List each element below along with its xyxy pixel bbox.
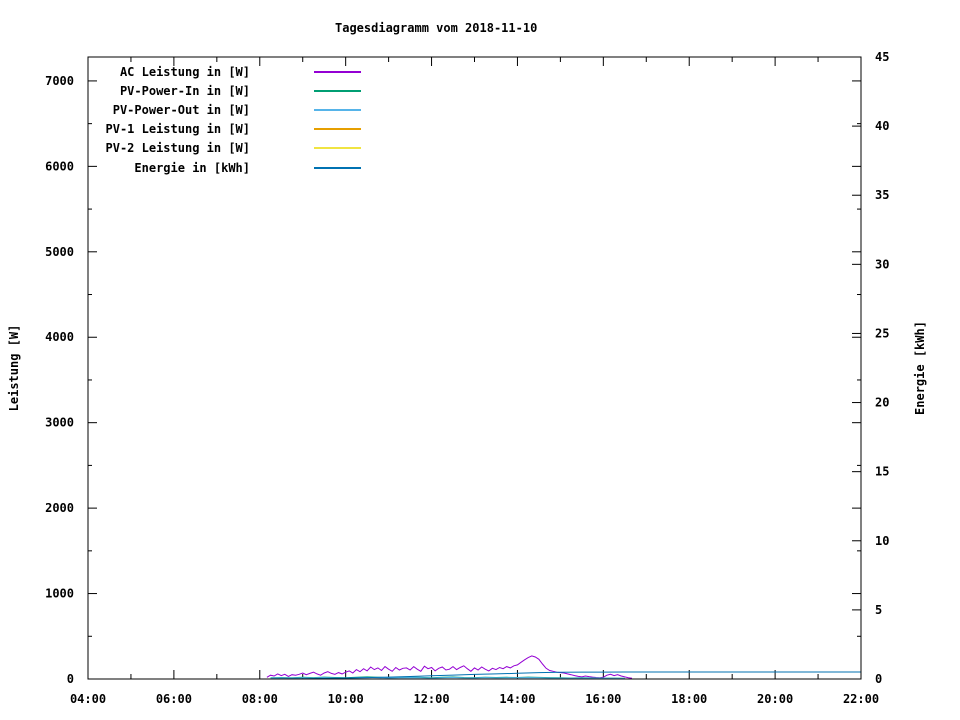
legend-entry-5: Energie in [kWh] — [20, 158, 361, 177]
y-right-tick-label: 35 — [875, 188, 889, 202]
y-left-tick-label: 3000 — [45, 416, 74, 430]
y-right-tick-label: 40 — [875, 119, 889, 133]
y-right-tick-label: 20 — [875, 396, 889, 410]
legend-entry-label: AC Leistung in [W] — [119, 64, 250, 79]
legend: AC Leistung in [W] PV-Power-In in [W] PV-P… — [20, 62, 361, 177]
y-right-tick-label: 10 — [875, 534, 889, 548]
y-left-tick-label: 1000 — [45, 587, 74, 601]
y-right-tick-label: 30 — [875, 257, 889, 271]
y-left-tick-label: 2000 — [45, 501, 74, 515]
legend-entry-4: PV-2 Leistung in [W] — [20, 139, 361, 158]
x-tick-label: 20:00 — [757, 692, 793, 706]
legend-entry-label: PV-Power-Out in [W] — [112, 102, 250, 117]
legend-entry-label: PV-Power-In in [W] — [119, 83, 250, 98]
legend-line-sample — [314, 89, 361, 92]
legend-line-sample — [314, 147, 361, 150]
x-tick-label: 22:00 — [843, 692, 879, 706]
y-right-tick-label: 45 — [875, 50, 889, 64]
y-left-tick-label: 0 — [67, 672, 74, 686]
legend-entry-0: AC Leistung in [W] — [20, 62, 361, 81]
series-line-ac-leistung-in-w — [266, 655, 633, 679]
x-tick-label: 14:00 — [499, 692, 535, 706]
legend-entry-label: PV-1 Leistung in [W] — [105, 122, 251, 137]
x-tick-label: 04:00 — [70, 692, 106, 706]
legend-entry-2: PV-Power-Out in [W] — [20, 100, 361, 119]
chart-title: Tagesdiagramm vom 2018-11-10 — [335, 21, 538, 35]
series-line-energie-in-kwh — [268, 671, 861, 680]
legend-line-sample — [314, 166, 361, 169]
legend-entry-label: PV-2 Leistung in [W] — [105, 141, 251, 156]
series-line-pv-power-out-in-w — [270, 676, 625, 679]
x-tick-label: 18:00 — [671, 692, 707, 706]
legend-line-sample — [314, 70, 361, 73]
x-tick-label: 08:00 — [242, 692, 278, 706]
legend-line-sample — [314, 128, 361, 131]
x-tick-label: 12:00 — [413, 692, 449, 706]
y-left-tick-label: 5000 — [45, 245, 74, 259]
x-tick-label: 16:00 — [585, 692, 621, 706]
y-right-tick-label: 15 — [875, 465, 889, 479]
plot-border — [87, 56, 862, 680]
y-left-tick-label: 7000 — [45, 74, 74, 88]
y-right-tick-label: 0 — [875, 672, 882, 686]
x-tick-label: 06:00 — [156, 692, 192, 706]
legend-line-sample — [314, 108, 361, 111]
y-right-tick-label: 5 — [875, 603, 882, 617]
y-left-tick-label: 6000 — [45, 159, 74, 173]
legend-entry-label: Energie in [kWh] — [134, 160, 250, 175]
y-left-tick-label: 4000 — [45, 330, 74, 344]
legend-entry-1: PV-Power-In in [W] — [20, 81, 361, 100]
x-tick-label: 10:00 — [328, 692, 364, 706]
legend-entry-3: PV-1 Leistung in [W] — [20, 120, 361, 139]
y-right-tick-label: 25 — [875, 326, 889, 340]
